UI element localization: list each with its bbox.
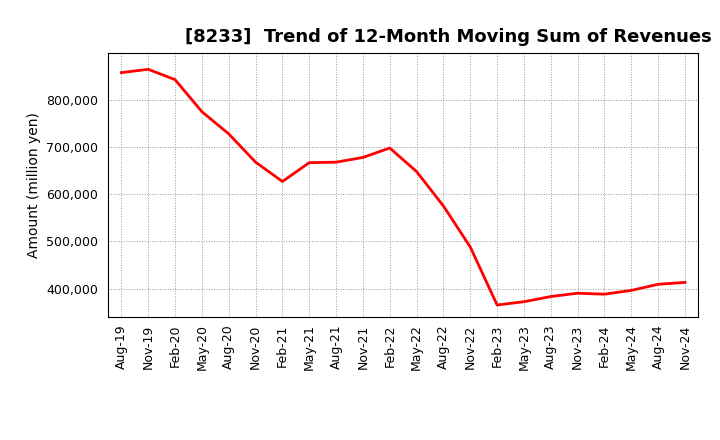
Text: [8233]  Trend of 12-Month Moving Sum of Revenues: [8233] Trend of 12-Month Moving Sum of R… xyxy=(185,28,711,46)
Y-axis label: Amount (million yen): Amount (million yen) xyxy=(27,112,41,258)
